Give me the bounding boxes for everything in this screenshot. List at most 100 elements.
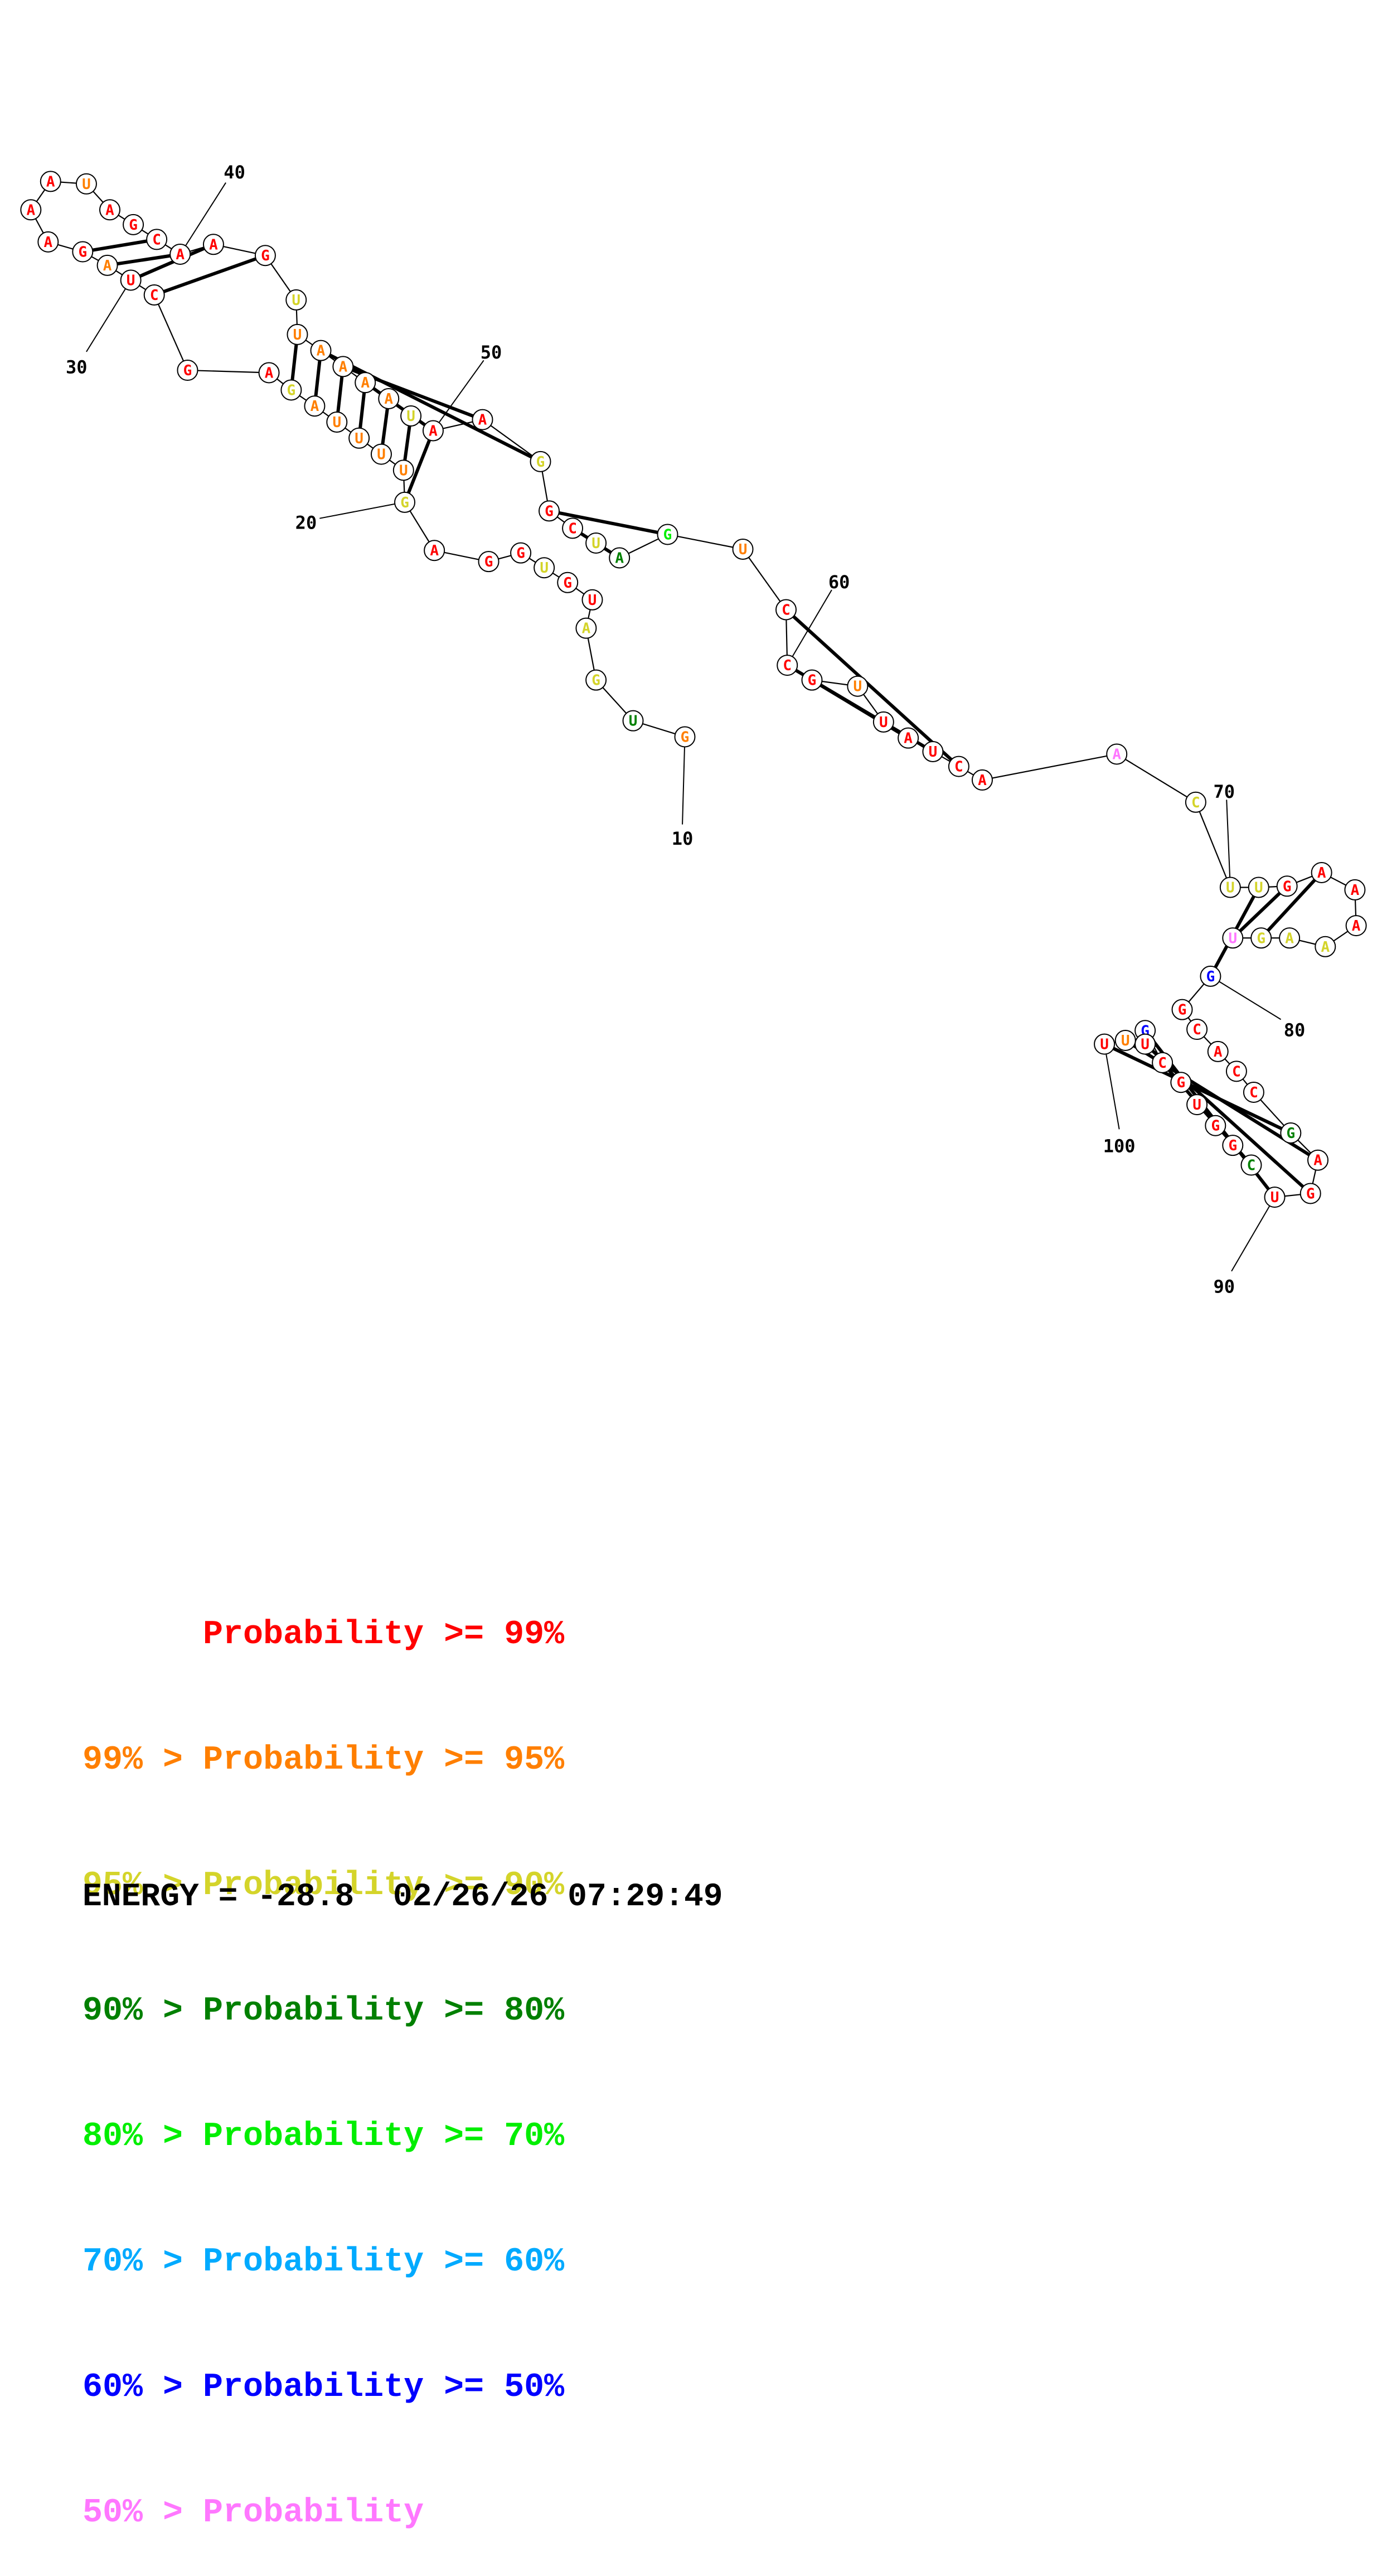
nucleotide: A bbox=[1311, 861, 1332, 883]
index-tick bbox=[1231, 1197, 1276, 1272]
nucleotide: G bbox=[177, 360, 198, 381]
nucleotide-letter: G bbox=[78, 244, 87, 261]
backbone-segment bbox=[1116, 753, 1196, 803]
base-pair-bond bbox=[1144, 1043, 1312, 1195]
nucleotide-circle bbox=[20, 199, 42, 221]
index-label: 20 bbox=[295, 512, 317, 534]
index-label: 70 bbox=[1214, 781, 1235, 802]
nucleotide-letter: U bbox=[127, 272, 135, 289]
nucleotide-circle bbox=[478, 551, 500, 573]
nucleotide-circle bbox=[534, 557, 555, 579]
nucleotide: A bbox=[99, 199, 121, 221]
nucleotide-letter: G bbox=[1283, 878, 1292, 895]
nucleotide-circle bbox=[557, 572, 579, 593]
nucleotide: G bbox=[539, 500, 560, 522]
nucleotide: U bbox=[370, 443, 392, 465]
nucleotide-letter: G bbox=[1211, 1118, 1220, 1135]
nucleotide-circle bbox=[530, 451, 551, 472]
backbone-segment bbox=[982, 753, 1117, 781]
nucleotide-letter: G bbox=[681, 729, 690, 745]
legend-row: Probability >= 99% bbox=[83, 1614, 919, 1656]
nucleotide-circle bbox=[120, 269, 142, 291]
nucleotide-letter: U bbox=[399, 462, 408, 479]
legend-row: 80% > Probability >= 70% bbox=[83, 2116, 919, 2158]
probability-legend: Probability >= 99% 99% > Probability >= … bbox=[83, 1531, 919, 2576]
nucleotide: U bbox=[534, 557, 555, 579]
nucleotide-circle bbox=[332, 356, 354, 377]
nucleotide-circle bbox=[75, 173, 97, 195]
nucleotide: A bbox=[310, 340, 332, 361]
nucleotide: G bbox=[478, 551, 500, 573]
legend-row: 60% > Probability >= 50% bbox=[83, 2367, 919, 2409]
nucleotide-circle bbox=[1114, 1029, 1136, 1051]
backbone-segment bbox=[667, 534, 743, 550]
nucleotide: G bbox=[801, 669, 823, 691]
nucleotide-letter: U bbox=[854, 679, 862, 695]
nucleotide: U bbox=[872, 711, 894, 733]
base-pair-bond bbox=[403, 430, 435, 503]
legend-prefix: 99% > bbox=[83, 1741, 203, 1779]
nucleotide: G bbox=[510, 542, 532, 564]
nucleotide: G bbox=[394, 491, 416, 513]
nucleotide: A bbox=[258, 362, 280, 384]
nucleotide-letter: U bbox=[879, 714, 888, 731]
nucleotide-letter: A bbox=[904, 730, 913, 747]
nucleotide-circle bbox=[1315, 936, 1336, 957]
nucleotide-circle bbox=[169, 243, 191, 265]
nucleotide-letter: U bbox=[355, 430, 363, 447]
nucleotide-circle bbox=[370, 443, 392, 465]
nucleotide-circle bbox=[1280, 1122, 1302, 1144]
nucleotide: C bbox=[777, 655, 798, 676]
nucleotide-circle bbox=[657, 524, 678, 545]
nucleotide-circle bbox=[37, 231, 59, 253]
nucleotide: G bbox=[1276, 875, 1298, 897]
nucleotide-circle bbox=[146, 229, 168, 250]
nucleotide-circle bbox=[304, 395, 326, 417]
base-pair-bond bbox=[82, 238, 157, 254]
nucleotide-letter: U bbox=[1192, 1097, 1201, 1113]
nucleotide-letter: A bbox=[339, 359, 348, 375]
nucleotide-letter: U bbox=[739, 541, 748, 558]
nucleotide-circle bbox=[1243, 1081, 1264, 1103]
nucleotide: A bbox=[1106, 743, 1128, 765]
nucleotide-letter: G bbox=[1257, 930, 1265, 947]
index-tick bbox=[319, 501, 404, 519]
nucleotide-circle bbox=[562, 517, 584, 539]
nucleotide: U bbox=[120, 269, 142, 291]
nucleotide-letter: U bbox=[1141, 1037, 1150, 1053]
nucleotide: C bbox=[1243, 1081, 1264, 1103]
nucleotide-letter: A bbox=[1214, 1044, 1223, 1061]
legend-prefix: 90% > bbox=[83, 1992, 203, 2030]
legend-row: 50% > Probability bbox=[83, 2492, 919, 2534]
nucleotide-letter: A bbox=[176, 246, 185, 263]
nucleotide-letter: A bbox=[46, 173, 55, 190]
nucleotide: A bbox=[1307, 1149, 1329, 1171]
nucleotide-circle bbox=[378, 388, 400, 409]
nucleotide: C bbox=[1240, 1154, 1262, 1176]
nucleotide-letter: A bbox=[478, 412, 487, 429]
nucleotide-letter: A bbox=[430, 543, 439, 559]
nucleotide: U bbox=[1186, 1094, 1208, 1116]
nucleotide-circle bbox=[1225, 1061, 1247, 1082]
nucleotide: U bbox=[287, 323, 308, 345]
energy-footer: ENERGY = -28.8 02/26/26 07:29:49 bbox=[83, 1879, 723, 1915]
nucleotide-circle bbox=[394, 491, 416, 513]
nucleotide-letter: C bbox=[1247, 1158, 1256, 1174]
nucleotide-letter: G bbox=[1206, 969, 1215, 985]
nucleotide-letter: A bbox=[1112, 746, 1121, 763]
nucleotide: U bbox=[75, 173, 97, 195]
nucleotide: C bbox=[143, 284, 165, 306]
nucleotide-circle bbox=[948, 756, 969, 777]
nucleotide-letter: G bbox=[129, 217, 138, 234]
nucleotide-circle bbox=[310, 340, 332, 361]
nucleotide-letter: C bbox=[1192, 1021, 1201, 1038]
nucleotide: G bbox=[1222, 1135, 1244, 1156]
index-tick bbox=[682, 737, 686, 825]
nucleotide-letter: G bbox=[808, 672, 817, 689]
base-pair-bond bbox=[549, 509, 668, 536]
nucleotide-circle bbox=[1186, 1094, 1208, 1116]
nucleotide-letter: A bbox=[317, 343, 326, 360]
nucleotide-circle bbox=[72, 241, 94, 263]
legend-prefix: 80% > bbox=[83, 2118, 203, 2156]
nucleotide-circle bbox=[424, 540, 445, 561]
